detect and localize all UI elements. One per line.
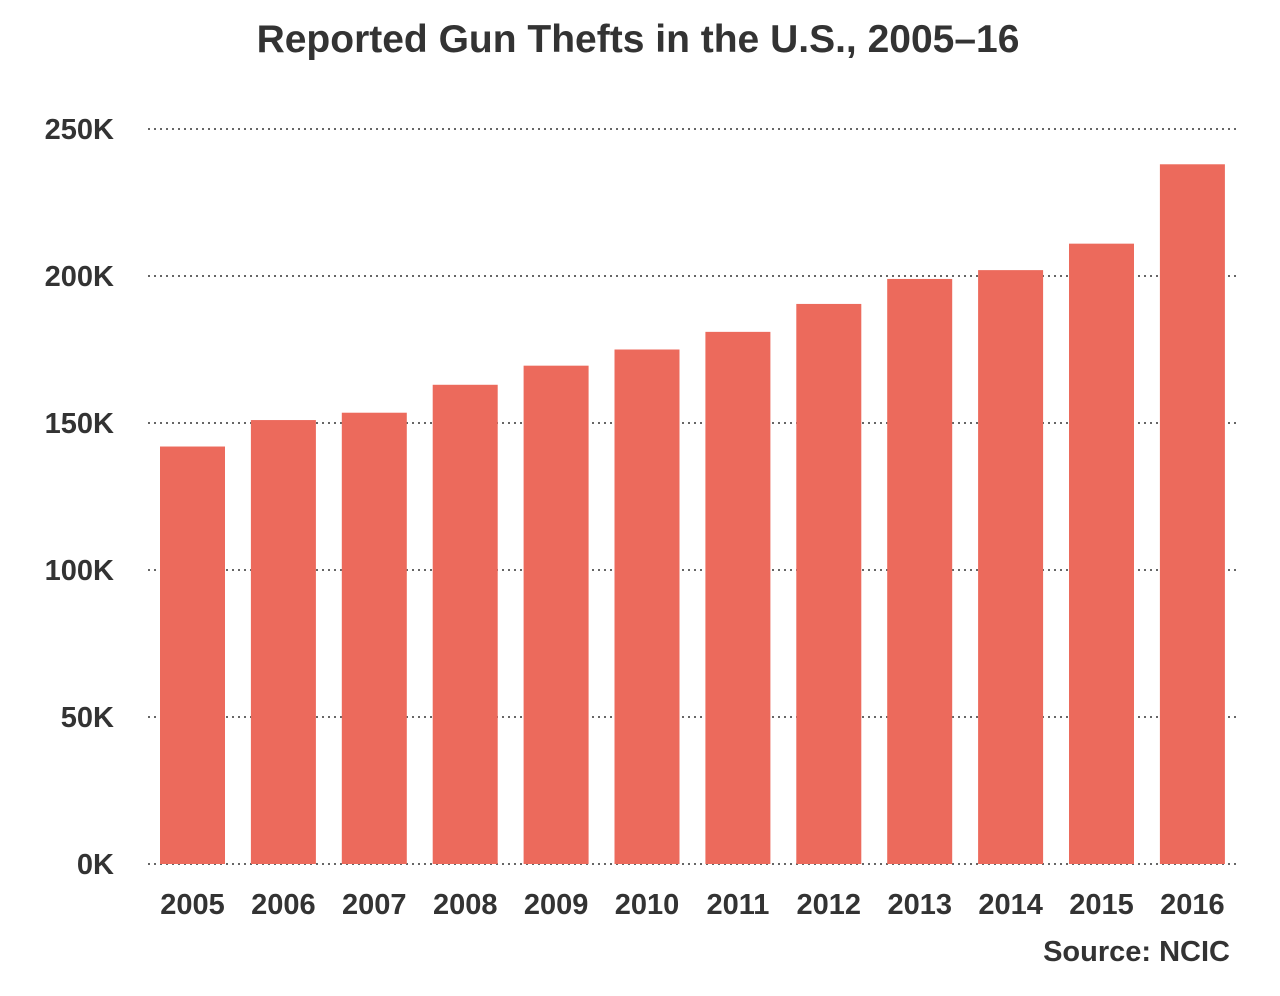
x-tick-label-2005: 2005 <box>160 889 225 921</box>
x-tick-label-2015: 2015 <box>1069 889 1134 921</box>
x-tick-label-2013: 2013 <box>887 889 952 921</box>
bar-2016 <box>1159 164 1225 864</box>
y-axis-tick-labels: 0K 50K 100K 150K 200K 250K <box>45 114 114 881</box>
bar-2008 <box>432 384 498 864</box>
bar-2013 <box>887 278 953 864</box>
x-axis-tick-labels: 2005 2006 2007 2008 2009 2010 2011 2012 2013 2014… <box>160 889 1224 921</box>
bar-2014 <box>978 270 1044 864</box>
x-tick-label-2009: 2009 <box>524 889 589 921</box>
x-tick-label-2016: 2016 <box>1160 889 1225 921</box>
chart-title: Reported Gun Thefts in the U.S., 2005–16 <box>256 18 1020 61</box>
y-tick-label: 100K <box>45 555 114 587</box>
bar-2007 <box>341 412 407 864</box>
x-tick-label-2014: 2014 <box>978 889 1043 921</box>
bar-2012 <box>796 303 862 864</box>
x-tick-label-2011: 2011 <box>706 889 769 921</box>
y-tick-label: 50K <box>61 702 114 734</box>
bar-2009 <box>523 365 589 864</box>
y-tick-label: 150K <box>45 408 114 440</box>
bar-2005 <box>160 446 225 864</box>
bar-2010 <box>614 349 680 864</box>
bar-2006 <box>250 420 316 864</box>
x-tick-label-2012: 2012 <box>797 889 862 921</box>
y-tick-label: 0K <box>77 849 114 881</box>
source-note: Source: NCIC <box>1043 936 1230 968</box>
bar-2011 <box>705 331 771 864</box>
x-tick-label-2006: 2006 <box>251 889 316 921</box>
bar-2015 <box>1069 243 1134 864</box>
y-tick-label: 250K <box>45 114 114 146</box>
x-tick-label-2010: 2010 <box>615 889 680 921</box>
bars <box>160 164 1225 864</box>
y-tick-label: 200K <box>45 261 114 293</box>
x-tick-label-2007: 2007 <box>342 889 407 921</box>
x-tick-label-2008: 2008 <box>433 889 498 921</box>
gridlines <box>148 128 1238 865</box>
